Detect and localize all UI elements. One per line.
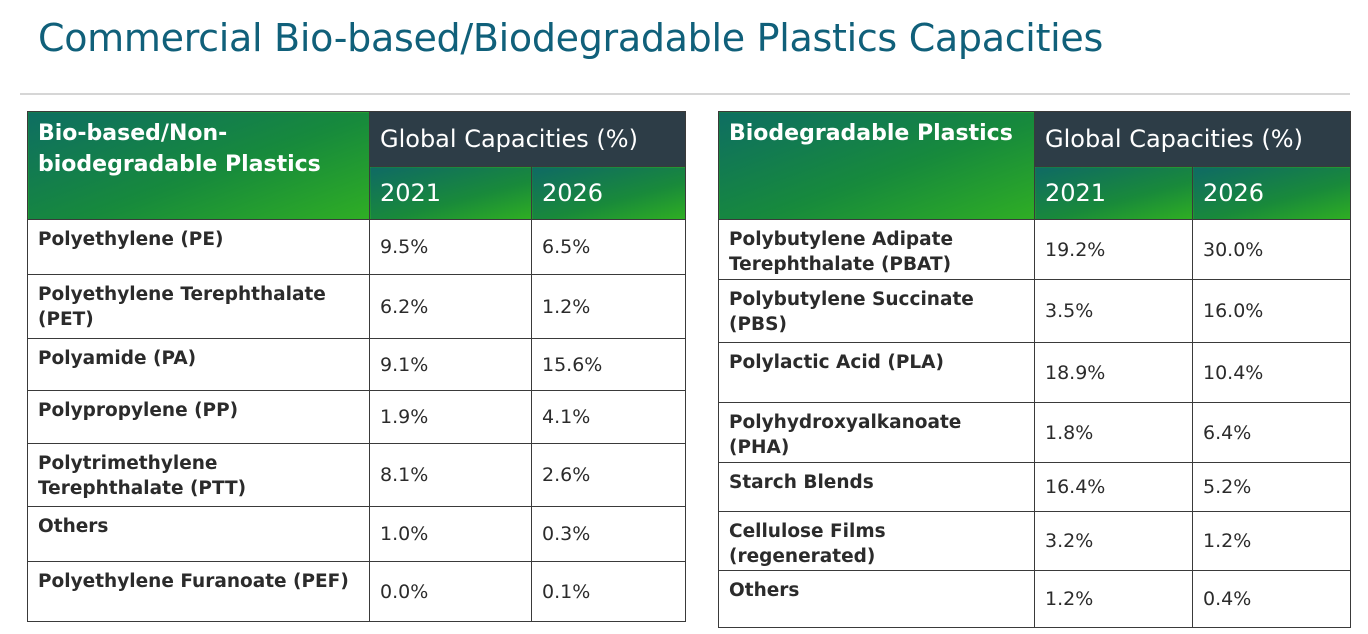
capacity-2021-cell: 1.0% [369,506,532,562]
biodegradable-capacities-table: Biodegradable Plastics Global Capacities… [718,111,1351,628]
table-row: Others 1.2% 0.4% [718,570,1351,628]
table-row: Others 1.0% 0.3% [27,506,686,562]
bio-based-capacities-table: Bio-based/Non-biodegradable Plastics Glo… [27,111,686,622]
capacity-2026-cell: 6.4% [1192,402,1351,463]
biodegradable-category-header: Biodegradable Plastics [718,111,1035,220]
title-divider [20,93,1350,95]
capacity-2026-cell: 1.2% [531,274,686,339]
capacity-2026-cell: 15.6% [531,338,686,391]
table-row: Polyhydroxyalkanoate (PHA) 1.8% 6.4% [718,402,1351,463]
plastic-name-cell: Polybutylene Adipate Terephthalate (PBAT… [718,219,1035,280]
capacity-2021-cell: 3.2% [1034,511,1193,571]
capacity-2026-cell: 0.3% [531,506,686,562]
plastic-name-cell: Polytrimethylene Terephthalate (PTT) [27,443,370,507]
plastic-name-cell: Polyamide (PA) [27,338,370,391]
year-2026-header: 2026 [531,166,686,220]
plastic-name-cell: Others [718,570,1035,628]
table-row: Cellulose Films (regenerated) 3.2% 1.2% [718,511,1351,571]
plastic-name-cell: Polyethylene Terephthalate (PET) [27,274,370,339]
year-2026-header: 2026 [1192,166,1351,220]
bio-based-category-header: Bio-based/Non-biodegradable Plastics [27,111,370,220]
table-row: Polypropylene (PP) 1.9% 4.1% [27,390,686,444]
capacity-2021-cell: 18.9% [1034,342,1193,403]
plastic-name-cell: Polybutylene Succinate (PBS) [718,279,1035,343]
table-row: Polybutylene Succinate (PBS) 3.5% 16.0% [718,279,1351,343]
capacity-2026-cell: 1.2% [1192,511,1351,571]
page-title: Commercial Bio-based/Biodegradable Plast… [38,16,1104,60]
table-row: Polylactic Acid (PLA) 18.9% 10.4% [718,342,1351,403]
capacity-2021-cell: 6.2% [369,274,532,339]
capacity-2026-cell: 10.4% [1192,342,1351,403]
capacity-2021-cell: 8.1% [369,443,532,507]
capacity-2026-cell: 4.1% [531,390,686,444]
plastic-name-cell: Others [27,506,370,562]
table-row: Polybutylene Adipate Terephthalate (PBAT… [718,219,1351,280]
plastic-name-cell: Polyhydroxyalkanoate (PHA) [718,402,1035,463]
plastic-name-cell: Starch Blends [718,462,1035,512]
table-row: Polytrimethylene Terephthalate (PTT) 8.1%… [27,443,686,507]
capacity-2021-cell: 9.1% [369,338,532,391]
table-row: Polyethylene Furanoate (PEF) 0.0% 0.1% [27,561,686,622]
capacity-2026-cell: 0.4% [1192,570,1351,628]
year-2021-header: 2021 [1034,166,1193,220]
capacity-2021-cell: 16.4% [1034,462,1193,512]
capacity-2021-cell: 1.8% [1034,402,1193,463]
capacity-2026-cell: 0.1% [531,561,686,622]
plastic-name-cell: Polypropylene (PP) [27,390,370,444]
capacity-2026-cell: 5.2% [1192,462,1351,512]
capacity-2021-cell: 0.0% [369,561,532,622]
year-2021-header: 2021 [369,166,532,220]
capacity-2026-cell: 30.0% [1192,219,1351,280]
table-row: Polyamide (PA) 9.1% 15.6% [27,338,686,391]
capacity-2026-cell: 16.0% [1192,279,1351,343]
plastic-name-cell: Cellulose Films (regenerated) [718,511,1035,571]
global-capacities-header: Global Capacities (%) [1034,111,1351,167]
plastic-name-cell: Polyethylene (PE) [27,219,370,275]
plastic-name-cell: Polyethylene Furanoate (PEF) [27,561,370,622]
capacity-2021-cell: 3.5% [1034,279,1193,343]
global-capacities-header: Global Capacities (%) [369,111,686,167]
capacity-2026-cell: 2.6% [531,443,686,507]
table-row: Polyethylene Terephthalate (PET) 6.2% 1.2% [27,274,686,339]
table-row: Starch Blends 16.4% 5.2% [718,462,1351,512]
capacity-2021-cell: 19.2% [1034,219,1193,280]
capacity-2021-cell: 9.5% [369,219,532,275]
plastic-name-cell: Polylactic Acid (PLA) [718,342,1035,403]
capacity-2026-cell: 6.5% [531,219,686,275]
capacity-2021-cell: 1.9% [369,390,532,444]
capacity-2021-cell: 1.2% [1034,570,1193,628]
table-row: Polyethylene (PE) 9.5% 6.5% [27,219,686,275]
